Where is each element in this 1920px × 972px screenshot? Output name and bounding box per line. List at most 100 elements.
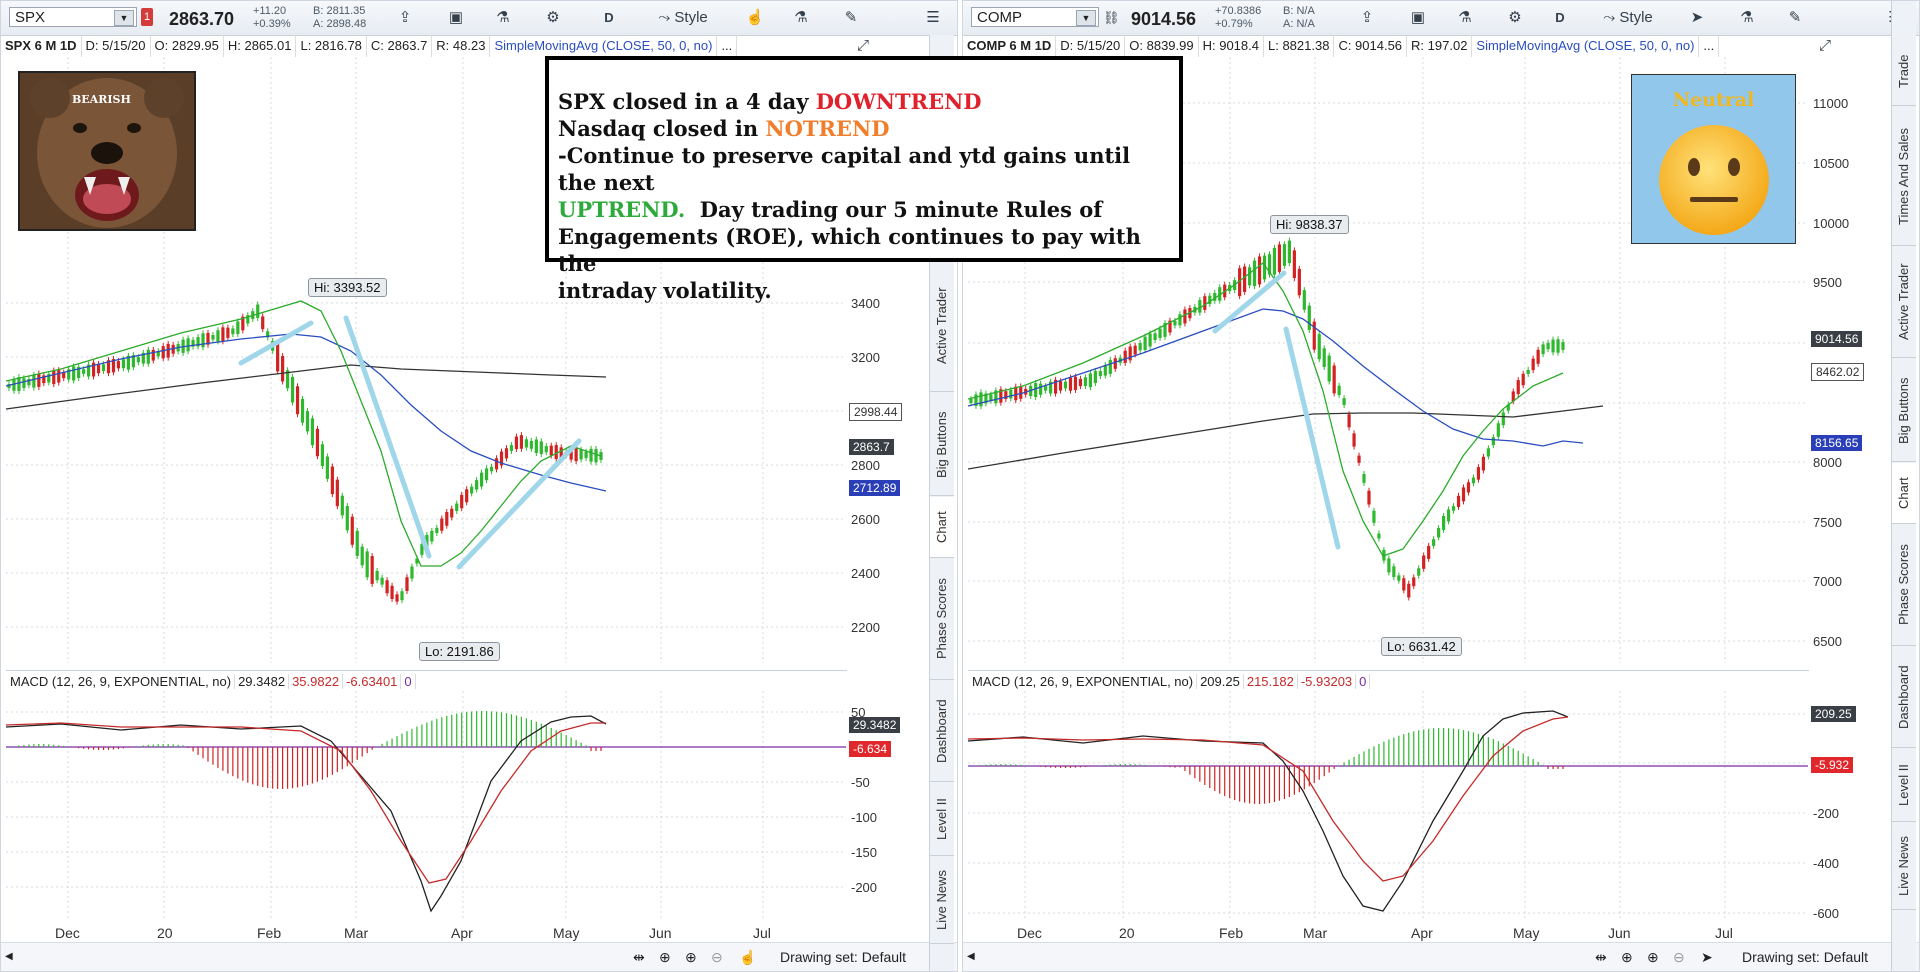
left-tab-phase-scores[interactable]: Phase Scores: [930, 559, 954, 680]
candle: [1058, 381, 1063, 391]
candle: [1297, 268, 1301, 296]
candle: [475, 480, 479, 490]
candle: [1546, 342, 1550, 350]
chevron-down-icon[interactable]: ▼: [114, 10, 134, 26]
right-symbol-selector[interactable]: COMP ▼: [971, 7, 1099, 27]
cursor-hand-icon[interactable]: ☝: [739, 949, 757, 965]
gear-icon[interactable]: ⚙: [546, 9, 560, 26]
zoom-in-icon[interactable]: ⊕: [1647, 949, 1659, 965]
candle: [121, 359, 126, 369]
right-sma50-price-label: 8156.65: [1811, 435, 1863, 451]
candle: [1073, 376, 1078, 390]
candle: [96, 363, 101, 374]
right-tab-trade[interactable]: Trade: [1892, 37, 1916, 106]
right-drawing-set[interactable]: Drawing set: Default: [1742, 949, 1869, 965]
right-tab-times-and-sales[interactable]: Times And Sales: [1892, 107, 1916, 246]
crosshair-icon[interactable]: ⊕: [659, 949, 671, 965]
right-last-price-label: 9014.56: [1811, 331, 1863, 347]
candle: [584, 451, 588, 459]
pan-icon[interactable]: ⇹: [1595, 949, 1607, 965]
right-style-button[interactable]: ⤳ Style: [1598, 6, 1658, 30]
candle: [1198, 300, 1202, 313]
right-tab-level-ii[interactable]: Level II: [1892, 749, 1916, 822]
left-macd-value-label: 29.3482: [849, 717, 901, 733]
candle: [196, 337, 200, 347]
candle: [544, 446, 548, 453]
candle: [86, 364, 91, 377]
crosshair-icon[interactable]: ⊕: [1621, 949, 1633, 965]
drawing-icon[interactable]: ✎: [1788, 9, 1802, 26]
link-icon[interactable]: ⛓: [1103, 10, 1120, 25]
candle: [579, 449, 583, 460]
left-date-dec: Dec: [55, 925, 80, 941]
flask-icon[interactable]: ⚗: [1458, 9, 1472, 26]
drawing-icon[interactable]: ✎: [844, 9, 858, 26]
flask-icon[interactable]: ⚗: [496, 9, 510, 26]
right-symbol: COMP: [977, 9, 1022, 26]
share-icon[interactable]: ⇪: [398, 9, 412, 26]
right-study-label[interactable]: SimpleMovingAvg (CLOSE, 50, 0, no): [1472, 35, 1700, 57]
neutral-sentiment-image: Neutral: [1631, 74, 1796, 244]
menu-icon[interactable]: ☰: [926, 9, 940, 26]
left-macd-tick-m100: -100: [851, 810, 878, 825]
pan-icon[interactable]: ⇹: [633, 949, 645, 965]
zoom-in-icon[interactable]: ⊕: [685, 949, 697, 965]
snapshot-icon[interactable]: ▣: [448, 9, 464, 26]
share-icon[interactable]: ⇪: [1360, 9, 1374, 26]
right-tab-live-news[interactable]: Live News: [1892, 823, 1916, 910]
hand-icon[interactable]: ☝: [745, 9, 765, 26]
right-macd-name[interactable]: MACD (12, 26, 9, EXPONENTIAL, no): [969, 674, 1198, 689]
right-more[interactable]: ...: [1699, 35, 1720, 57]
note-uptrend: UPTREND.: [558, 197, 686, 222]
snapshot-icon[interactable]: ▣: [1410, 9, 1426, 26]
left-sma200-price-label: 2998.44: [849, 403, 903, 421]
left-tab-level-ii[interactable]: Level II: [930, 783, 954, 856]
left-price-chart[interactable]: [1, 57, 849, 667]
left-study-label[interactable]: SimpleMovingAvg (CLOSE, 50, 0, no): [490, 35, 718, 57]
left-last-price-label: 2863.7: [849, 439, 894, 455]
candle: [460, 494, 464, 509]
left-scroll-left-icon[interactable]: ◀: [5, 951, 13, 962]
left-style-button[interactable]: ⤳ Style: [653, 6, 713, 30]
left-more[interactable]: ...: [717, 35, 738, 57]
right-collapse-icon[interactable]: ⤢: [1818, 37, 1831, 54]
left-collapse-icon[interactable]: ⤢: [856, 37, 869, 54]
left-alert-badge[interactable]: 1: [141, 8, 153, 26]
zoom-out-icon[interactable]: ⊖: [711, 949, 723, 965]
right-scroll-left-icon[interactable]: ◀: [967, 951, 975, 962]
cursor-icon[interactable]: ➤: [1690, 9, 1704, 26]
right-open: O: 8839.99: [1125, 35, 1199, 57]
zoom-out-icon[interactable]: ⊖: [1673, 949, 1685, 965]
studies-flask-icon[interactable]: ⚗: [794, 9, 808, 26]
left-tab-big-buttons[interactable]: Big Buttons: [930, 395, 954, 496]
candle: [1238, 268, 1242, 297]
bear-face-icon: [20, 73, 194, 229]
right-tab-active-trader[interactable]: Active Trader: [1892, 247, 1916, 358]
right-tab-dashboard[interactable]: Dashboard: [1892, 647, 1916, 748]
right-tab-big-buttons[interactable]: Big Buttons: [1892, 361, 1916, 462]
left-timeframe-button[interactable]: D: [604, 10, 614, 25]
right-tab-phase-scores[interactable]: Phase Scores: [1892, 525, 1916, 646]
left-sma200-line: [5, 364, 607, 410]
left-drawing-set[interactable]: Drawing set: Default: [780, 949, 907, 965]
right-tab-chart[interactable]: Chart: [1892, 463, 1916, 524]
gear-icon[interactable]: ⚙: [1508, 9, 1522, 26]
right-style-label: Style: [1619, 9, 1653, 26]
right-macd-chart[interactable]: [963, 691, 1811, 921]
candle: [111, 359, 116, 373]
left-symbol-selector[interactable]: SPX ▼: [9, 7, 137, 27]
candle: [77, 366, 81, 379]
left-macd-name[interactable]: MACD (12, 26, 9, EXPONENTIAL, no): [7, 674, 236, 689]
chevron-down-icon[interactable]: ▼: [1076, 10, 1096, 26]
cursor-arrow-icon[interactable]: ➤: [1701, 949, 1713, 965]
candle: [385, 580, 389, 594]
left-macd-chart[interactable]: [1, 691, 849, 921]
studies-flask-icon[interactable]: ⚗: [1740, 9, 1754, 26]
left-tab-chart[interactable]: Chart: [930, 497, 954, 558]
right-timeframe-button[interactable]: D: [1555, 10, 1565, 25]
candle: [1451, 506, 1456, 511]
right-sma50-line: [967, 262, 1564, 557]
right-date-apr: Apr: [1411, 925, 1433, 941]
left-tab-dashboard[interactable]: Dashboard: [930, 681, 954, 782]
left-tab-live-news[interactable]: Live News: [930, 857, 954, 944]
